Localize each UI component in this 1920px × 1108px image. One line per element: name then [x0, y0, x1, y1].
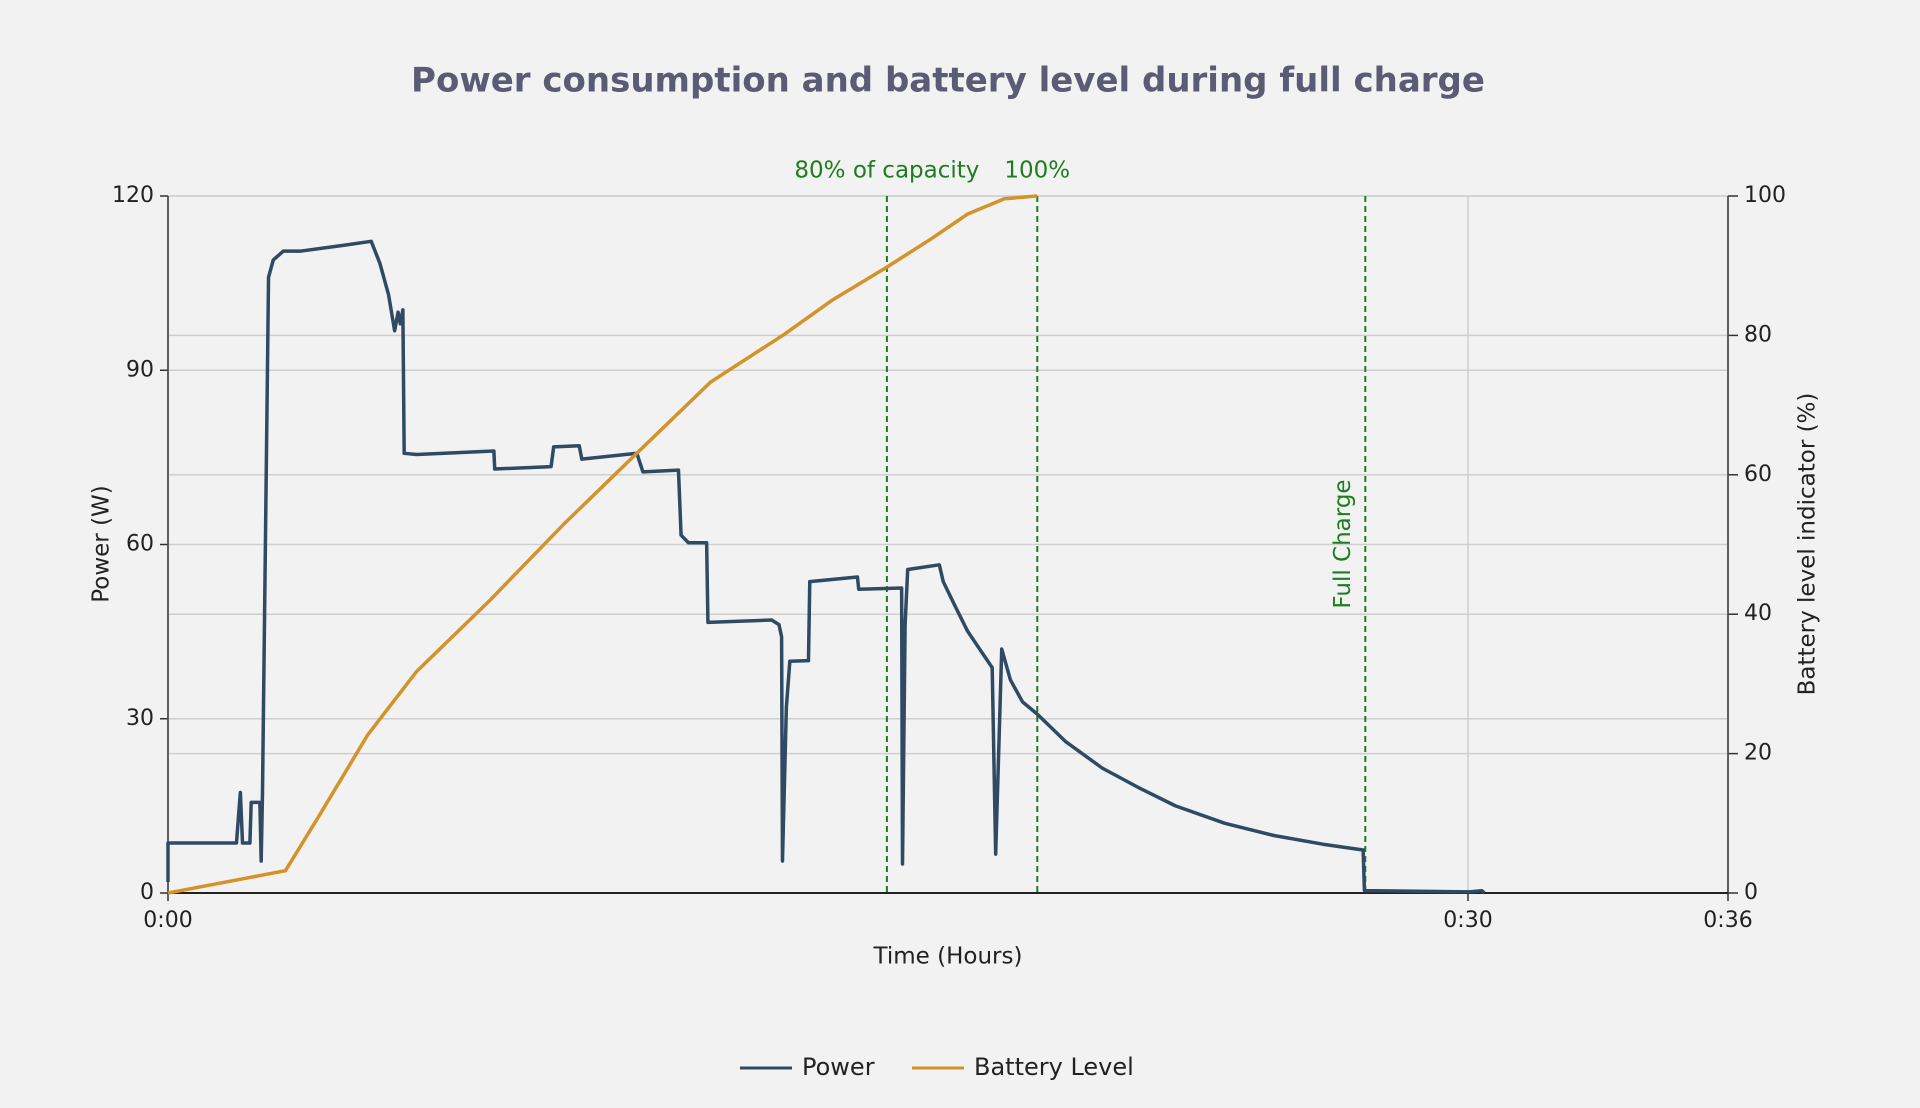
y2-tick-label: 40	[1744, 601, 1772, 626]
y2-tick-label: 0	[1744, 880, 1758, 905]
x-tick-label: 0:36	[1703, 908, 1752, 933]
y-tick-label: 90	[126, 357, 154, 382]
y2-tick-label: 100	[1744, 183, 1786, 208]
annotation-label: 80% of capacity	[794, 158, 979, 184]
annotation-label: 100%	[1004, 158, 1070, 184]
series-line	[167, 194, 1038, 895]
series-line	[166, 239, 1486, 895]
x-tick-label: 0:00	[143, 908, 192, 933]
y-axis-title: Power (W)	[89, 485, 115, 603]
y-tick-label: 30	[126, 706, 154, 731]
legend-label: Battery Level	[974, 1053, 1134, 1081]
y-tick-label: 120	[112, 183, 154, 208]
y2-tick-label: 20	[1744, 741, 1772, 766]
y-tick-label: 60	[126, 532, 154, 557]
y2-tick-label: 60	[1744, 462, 1772, 487]
y-tick-label: 0	[140, 880, 154, 905]
y2-axis-title: Battery level indicator (%)	[1795, 393, 1821, 696]
x-tick-label: 0:30	[1443, 908, 1492, 933]
legend-label: Power	[802, 1053, 875, 1081]
chart-title: Power consumption and battery level duri…	[411, 61, 1485, 101]
annotation-label: Full Charge	[1330, 479, 1356, 608]
y2-tick-label: 80	[1744, 322, 1772, 347]
x-axis-title: Time (Hours)	[873, 944, 1023, 970]
